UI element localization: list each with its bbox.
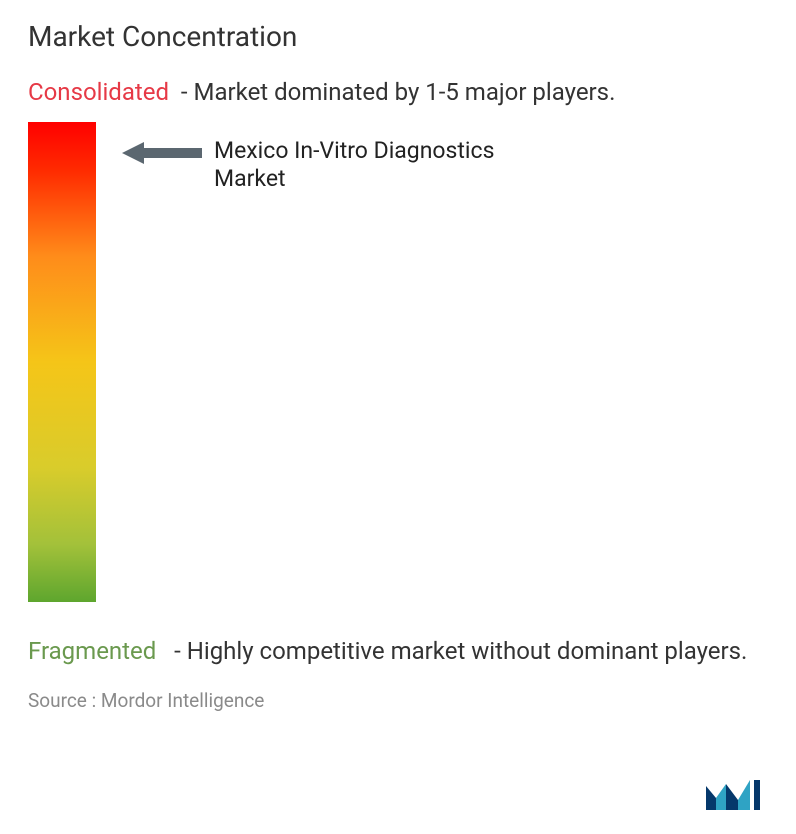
chart-area: Mexico In-Vitro Diagnostics Market [28,122,768,612]
consolidated-desc: - Market dominated by 1-5 major players. [175,78,615,106]
consolidated-label: Consolidated [28,78,169,106]
market-label: Mexico In-Vitro Diagnostics Market [214,137,514,195]
infographic-container: Market Concentration Consolidated - Mark… [0,0,796,834]
concentration-gradient-bar [28,122,96,602]
arrow-left-icon [122,139,202,167]
market-pointer: Mexico In-Vitro Diagnostics Market [122,137,514,195]
fragmented-legend: Fragmented - Highly competitive market w… [28,636,768,667]
consolidated-legend: Consolidated - Market dominated by 1-5 m… [28,77,768,108]
mordor-logo-icon [704,772,774,816]
fragmented-label: Fragmented [28,637,156,665]
fragmented-desc: - Highly competitive market without domi… [168,637,747,665]
page-title: Market Concentration [28,20,768,53]
source-attribution: Source : Mordor Intelligence [28,689,768,712]
